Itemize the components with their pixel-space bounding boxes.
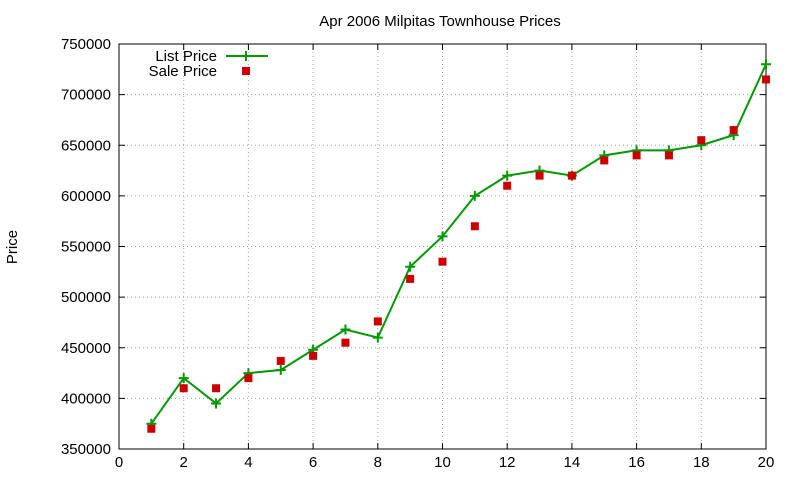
x-tick-label: 16 [628, 454, 645, 471]
list-price-point [502, 170, 513, 181]
sale-price-point [567, 171, 576, 180]
list-price-point [405, 261, 416, 272]
y-tick-label: 400000 [61, 390, 111, 407]
y-tick-label: 350000 [61, 441, 111, 458]
y-tick-label: 700000 [61, 87, 111, 104]
y-tick-label: 450000 [61, 340, 111, 357]
sale-price-point [632, 151, 641, 160]
list-price-point [275, 365, 286, 376]
list-price-point [340, 324, 351, 335]
x-tick-label: 14 [564, 454, 581, 471]
list-price-point [469, 190, 480, 201]
sale-price-point [244, 374, 253, 383]
sale-price-point [212, 384, 221, 393]
x-tick-label: 18 [693, 454, 710, 471]
sale-price-point [406, 274, 415, 283]
x-tick-label: 2 [180, 454, 188, 471]
y-tick-label: 650000 [61, 137, 111, 154]
ticks: 0 2 4 6 8 10 12 14 16 18 20 350000 400000 450000 50000… [61, 36, 774, 471]
sale-price-point [664, 151, 673, 160]
sale-price-point [309, 351, 318, 360]
sale-price-point [535, 171, 544, 180]
list-price-point [372, 332, 383, 343]
list-price-point [211, 398, 222, 409]
legend: List Price Sale Price [149, 48, 268, 80]
list-price-point [178, 373, 189, 384]
sale-price-point [470, 222, 479, 231]
y-tick-label: 750000 [61, 36, 111, 53]
sale-price-point [147, 424, 156, 433]
x-tick-label: 4 [244, 454, 252, 471]
x-tick-label: 8 [374, 454, 382, 471]
x-tick-label: 20 [758, 454, 775, 471]
list-price-point [437, 231, 448, 242]
y-tick-label: 550000 [61, 239, 111, 256]
series [146, 59, 771, 433]
x-tick-label: 6 [309, 454, 317, 471]
legend-marker-list-price [241, 51, 251, 61]
sale-price-point [600, 156, 609, 165]
sale-price-point [341, 338, 350, 347]
sale-price-point [762, 75, 770, 84]
x-tick-label: 10 [434, 454, 451, 471]
legend-label-list-price: List Price [155, 48, 217, 65]
legend-marker-sale-price [242, 67, 250, 75]
list-price-point [761, 59, 771, 70]
sale-price-point [179, 384, 188, 393]
legend-label-sale-price: Sale Price [149, 63, 217, 80]
sale-price-point [503, 181, 512, 190]
chart-title: Apr 2006 Milpitas Townhouse Prices [319, 13, 561, 30]
sale-price-point [276, 356, 285, 365]
sale-price-point [438, 257, 447, 266]
list-price-line [150, 63, 767, 425]
x-tick-label: 12 [499, 454, 516, 471]
y-tick-label: 500000 [61, 289, 111, 306]
sale-price-point [373, 317, 382, 326]
y-axis-label: Price [4, 230, 21, 264]
x-tick-label: 0 [115, 454, 123, 471]
sale-price-point [697, 136, 706, 145]
y-tick-label: 600000 [61, 188, 111, 205]
sale-price-point [729, 126, 738, 135]
